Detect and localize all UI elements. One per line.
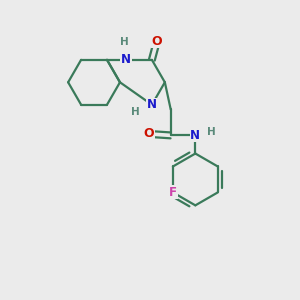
Text: H: H (207, 128, 216, 137)
Text: N: N (190, 129, 200, 142)
Text: N: N (147, 98, 157, 111)
Text: F: F (169, 186, 177, 199)
Text: O: O (143, 128, 154, 140)
Text: N: N (121, 53, 131, 66)
Text: H: H (131, 107, 140, 117)
Text: O: O (152, 34, 162, 48)
Text: H: H (120, 37, 129, 47)
